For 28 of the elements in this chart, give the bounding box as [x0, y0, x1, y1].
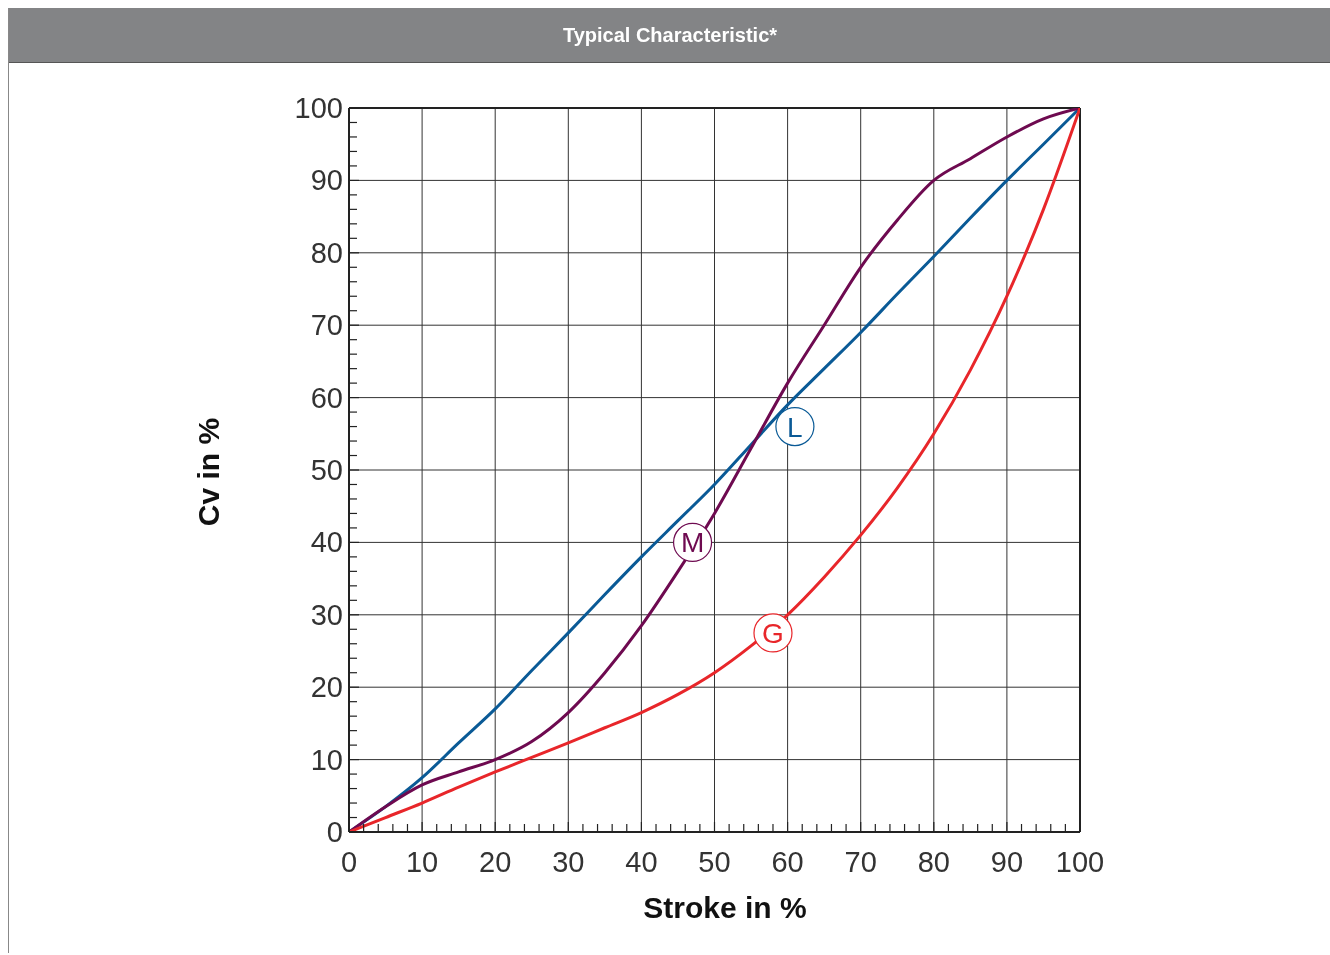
x-tick-label: 100: [1055, 846, 1105, 878]
y-tick-label: 60: [310, 381, 343, 414]
annotation: G: [762, 617, 784, 649]
x-tick-label: 10: [405, 846, 439, 878]
x-tick-label: 50: [698, 846, 731, 878]
x-tick-label: 80: [917, 846, 950, 878]
y-tick-label: 90: [310, 164, 343, 197]
y-tick-label: 50: [310, 454, 343, 486]
y-tick-label: 20: [310, 671, 343, 704]
y-tick-label: 70: [310, 309, 343, 342]
x-tick-label: 20: [479, 846, 512, 878]
x-tick-label: 30: [552, 846, 585, 878]
x-tick-label: 40: [625, 846, 658, 878]
y-tick-label: 30: [310, 598, 343, 631]
y-tick-label: 40: [310, 526, 343, 559]
x-tick-label: 60: [771, 846, 804, 878]
x-axis-title: Stroke in %: [643, 891, 807, 925]
line-series: [349, 108, 1080, 832]
y-tick-label: 10: [310, 743, 343, 776]
annotation: M: [680, 527, 705, 559]
chart-title: Typical Characteristic*: [9, 8, 1330, 63]
x-tick-label: 90: [990, 846, 1024, 878]
x-tick-label: 70: [844, 846, 877, 878]
y-tick-label: 100: [294, 92, 343, 124]
y-tick-label: 80: [310, 236, 343, 269]
y-axis-title: Cv in %: [192, 417, 226, 527]
annotation: L: [787, 411, 803, 443]
y-tick-label: 0: [326, 816, 343, 848]
